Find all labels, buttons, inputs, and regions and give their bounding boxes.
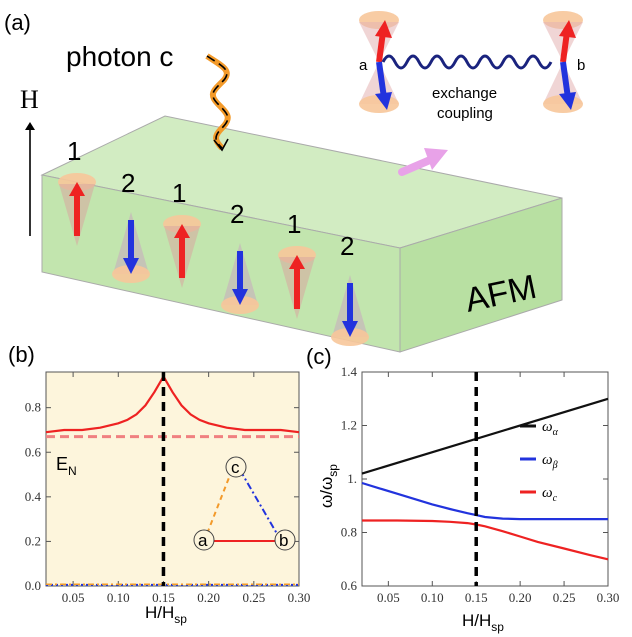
plot-c-xlabel: H/Hsp — [462, 611, 504, 634]
coupling-triangle: c a b — [193, 456, 296, 551]
coupling-text-1: exchange — [432, 85, 497, 102]
legend-entry: ωc — [542, 485, 558, 504]
plot-c-area — [361, 371, 609, 587]
photon-label: photon c — [66, 41, 173, 72]
series-line — [362, 519, 609, 561]
y-tick-label: 0.4 — [25, 489, 42, 504]
node-a-label: a — [198, 531, 208, 550]
panel-c-label: (c) — [306, 344, 332, 369]
plot-b-ylabel: EN — [56, 454, 77, 478]
x-tick-label: 0.25 — [242, 590, 265, 605]
spin-site — [331, 275, 369, 346]
x-tick-label: 0.05 — [62, 590, 85, 605]
y-tick-label: 0.8 — [25, 400, 41, 415]
spin-site — [221, 243, 259, 314]
node-b-label: b — [279, 531, 288, 550]
y-tick-label: 0.8 — [341, 525, 357, 540]
spin-index-label: 1 — [172, 178, 186, 208]
spin-site — [278, 246, 316, 319]
panel-c: (c) 0.05 0.10 0.15 0.20 0.25 0.30 0.6 0.8 1. 1.2 1… — [306, 344, 619, 634]
coupling-wave — [381, 54, 553, 70]
y-tick-label: 0.2 — [25, 533, 41, 548]
edge-ac — [204, 469, 233, 540]
spin-index-label: 1 — [287, 209, 301, 239]
node-a — [193, 529, 215, 551]
x-tick-label: 0.20 — [197, 590, 220, 605]
x-tick-label: 0.25 — [553, 590, 576, 605]
plot-b-xlabel: H/Hsp — [145, 603, 187, 626]
spin-site — [163, 215, 201, 288]
edge-cb — [239, 469, 281, 540]
spin-index-label: 2 — [121, 168, 135, 198]
inset-site-b: b — [577, 57, 585, 74]
plot-c-ylabel: ω/ωsp — [317, 464, 340, 508]
x-tick-label: 0.30 — [597, 590, 620, 605]
spin-site — [112, 212, 150, 283]
spin-site — [58, 173, 96, 246]
legend-entry: ωβ — [542, 452, 558, 471]
y-tick-label: 0.6 — [25, 444, 42, 459]
panel-a: (a) AFM H photon c 12 12 12 — [4, 10, 585, 353]
plot-b-area — [45, 371, 300, 587]
x-tick-label: 0.15 — [152, 590, 175, 605]
magnon-arrow — [398, 148, 448, 176]
coupling-text-2: coupling — [437, 105, 493, 122]
node-c-label: c — [231, 458, 240, 477]
panel-b: (b) 0.05 0.10 0.15 0.20 0.25 0.30 0.0 0.2 0.4 0.6… — [8, 342, 310, 626]
spin-index-label: 2 — [340, 231, 354, 261]
exchange-inset: a b exchange coupling — [359, 11, 585, 122]
spin-sites: 1 2 1 2 1 2 — [58, 136, 369, 346]
spin-index-label: 1 — [67, 136, 81, 166]
series-line — [361, 481, 608, 521]
y-tick-label: 0.0 — [25, 578, 41, 593]
spin-index-label: 2 — [230, 199, 244, 229]
node-c — [225, 456, 247, 478]
field-label: H — [20, 85, 39, 114]
inset-spin — [359, 11, 399, 113]
y-tick-label: 0.6 — [341, 578, 358, 593]
series-line — [361, 397, 609, 475]
x-tick-label: 0.15 — [465, 590, 488, 605]
panel-a-label: (a) — [4, 10, 31, 35]
y-tick-label: 1. — [347, 471, 357, 486]
y-tick-label: 1.4 — [341, 364, 358, 379]
x-tick-label: 0.20 — [509, 590, 532, 605]
photon-wave — [205, 53, 231, 152]
x-tick-label: 0.30 — [288, 590, 311, 605]
inset-spin — [543, 11, 583, 113]
inset-site-a: a — [359, 57, 368, 74]
plot-c: 0.05 0.10 0.15 0.20 0.25 0.30 0.6 0.8 1. 1.2 1.4 — [341, 364, 620, 605]
plot-c-legend: ωα ωβ ωc — [520, 419, 559, 504]
x-tick-label: 0.10 — [421, 590, 444, 605]
series-line — [45, 374, 300, 434]
node-b — [274, 529, 296, 551]
panel-b-label: (b) — [8, 342, 35, 367]
legend-entry: ωα — [542, 419, 559, 438]
x-tick-label: 0.10 — [107, 590, 130, 605]
x-tick-label: 0.05 — [377, 590, 400, 605]
plot-b: 0.05 0.10 0.15 0.20 0.25 0.30 0.0 0.2 0.4 0.6 0.8 — [25, 372, 311, 605]
y-tick-label: 1.2 — [341, 418, 357, 433]
